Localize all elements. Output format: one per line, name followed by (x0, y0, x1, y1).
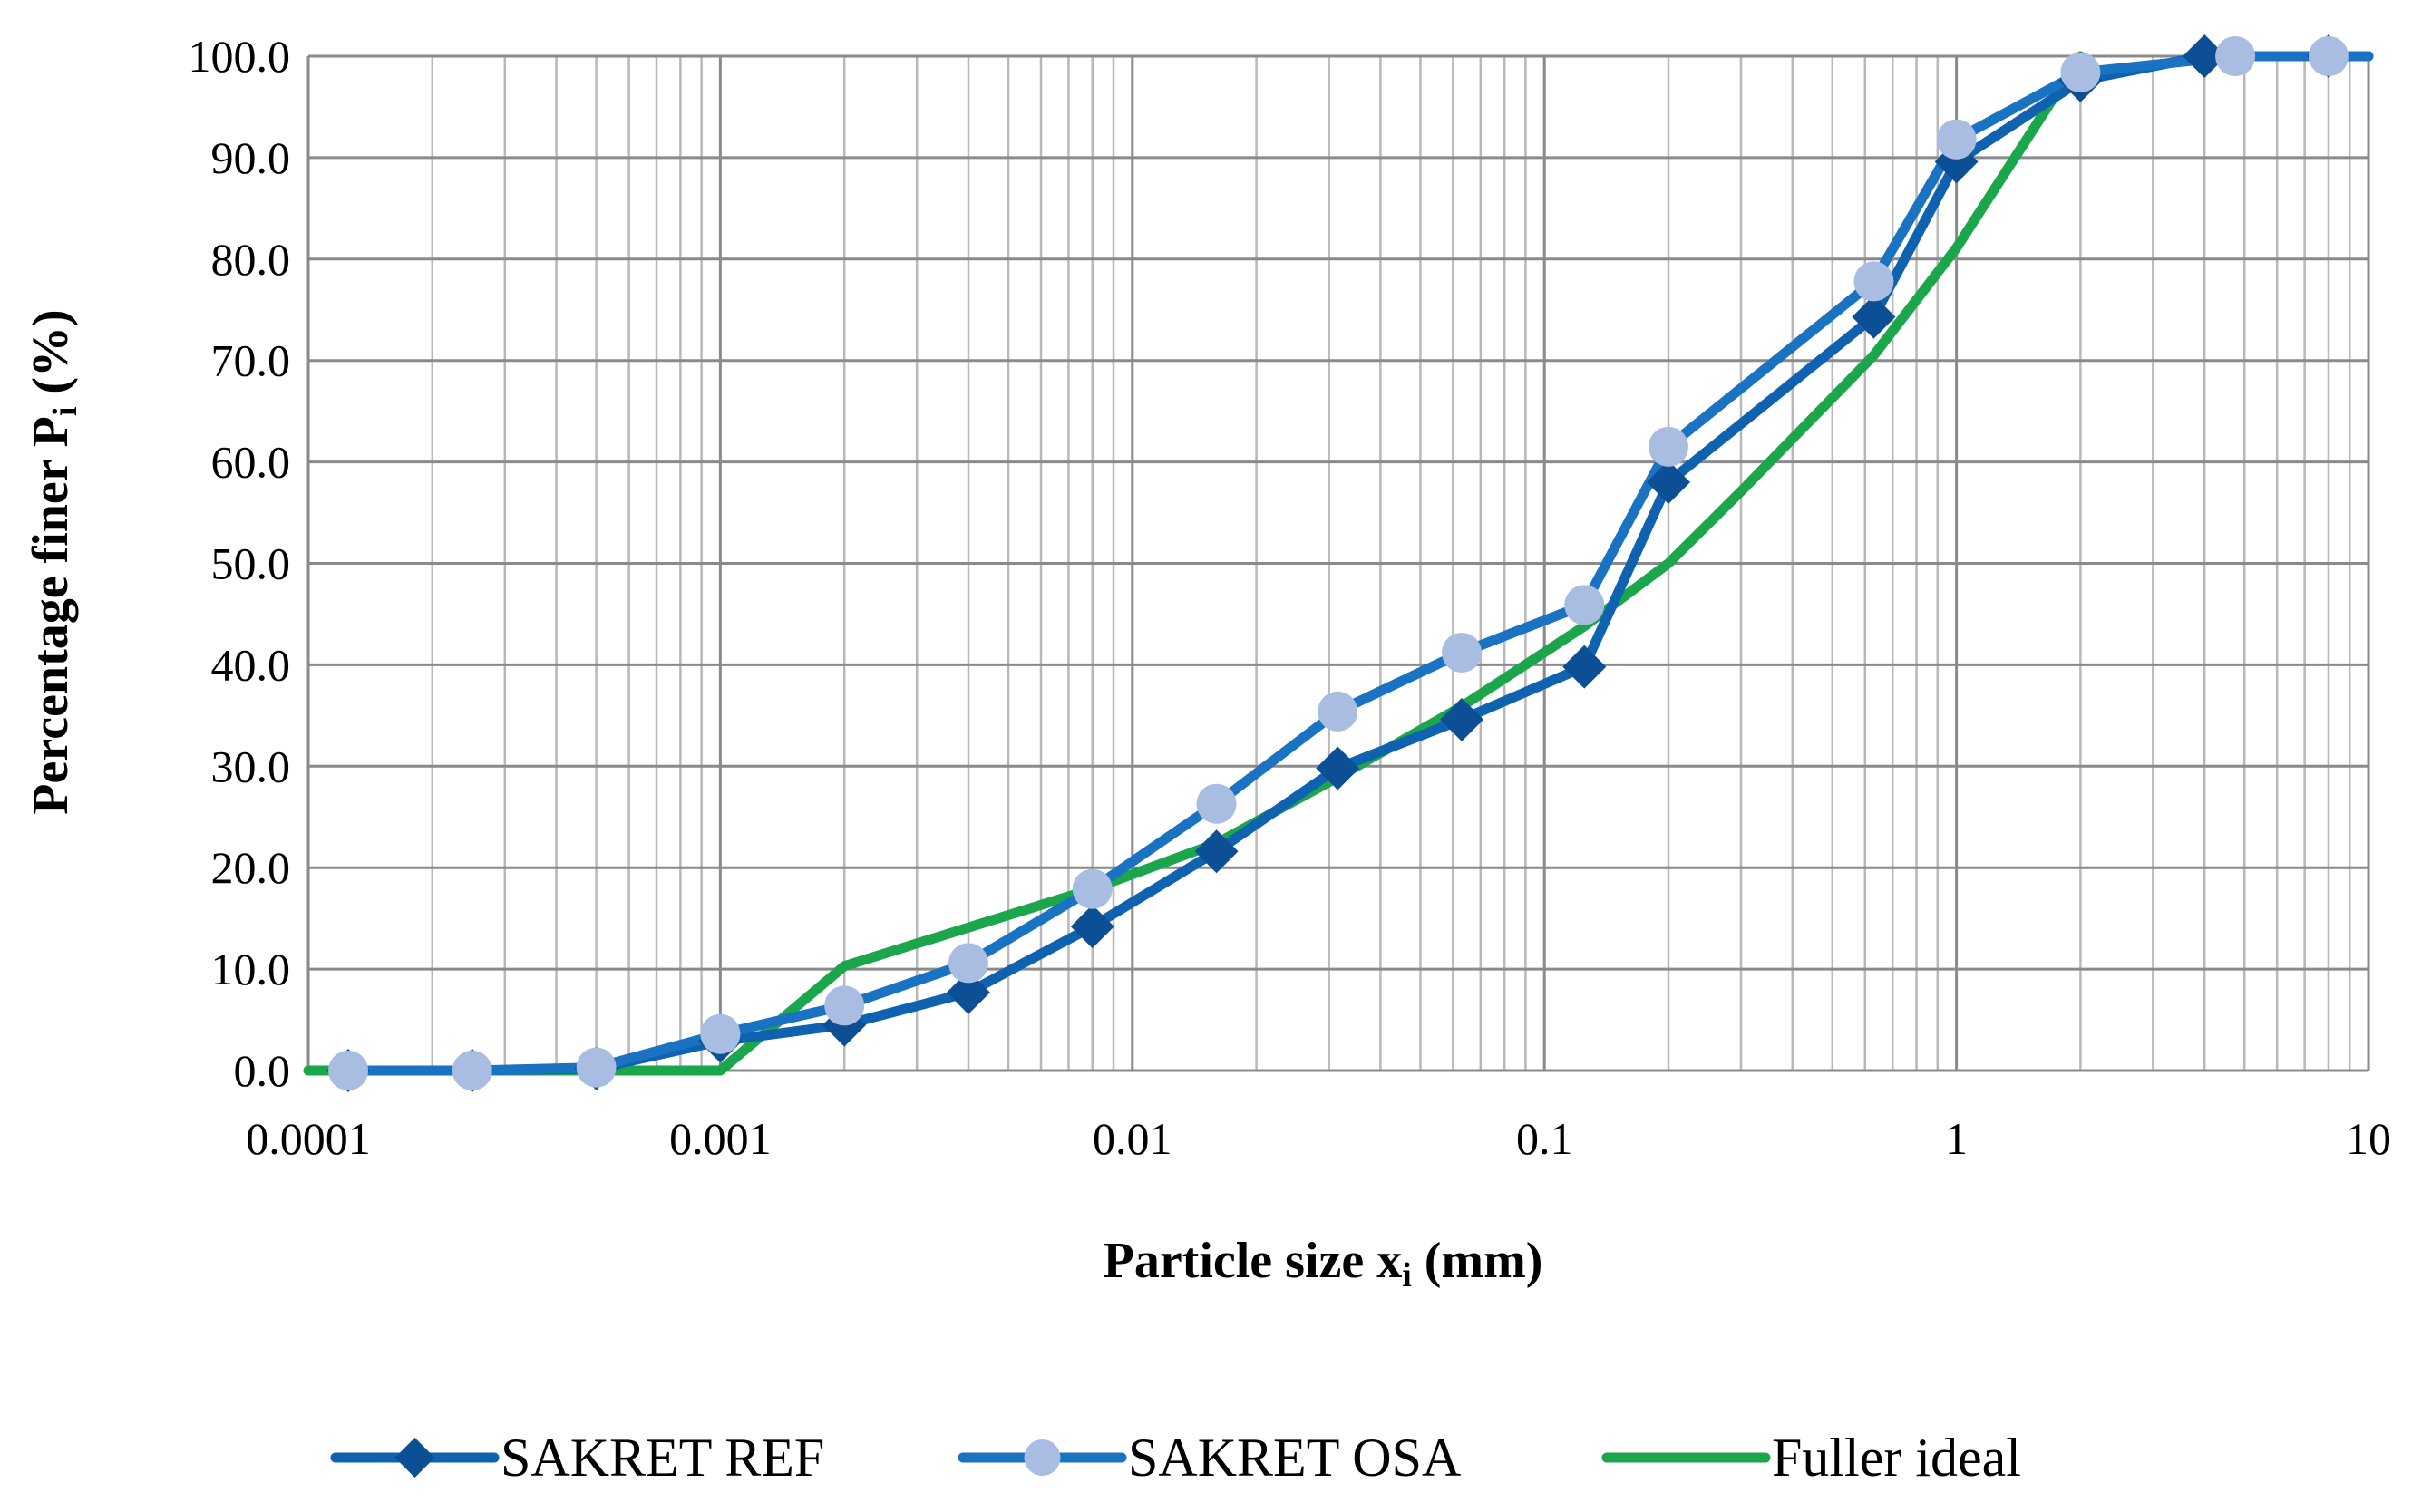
y-tick-label: 0.0 (234, 1045, 291, 1096)
legend-label-sakret-osa: SAKRET OSA (1128, 1428, 1461, 1488)
data-point-circle (1196, 783, 1237, 824)
y-tick-label: 20.0 (211, 842, 291, 893)
data-point-diamond (1070, 905, 1114, 949)
major-gridlines (306, 54, 2370, 1072)
x-tick-label: 0.0001 (246, 1113, 371, 1164)
data-point-diamond (1852, 295, 1896, 339)
y-axis-title-main: Percentage finer P (23, 416, 79, 815)
x-axis-title: Particle size xi (mm) (1104, 1233, 1543, 1294)
y-axis-title-subscript: i (46, 407, 84, 417)
x-tick-label: 0.001 (669, 1113, 772, 1164)
y-axis-tick-labels: 0.0 10.0 20.0 30.0 40.0 50.0 60.0 70.0 80.0 90.0 1… (189, 31, 291, 1096)
x-axis-title-subscript: i (1402, 1256, 1412, 1294)
data-point-circle (576, 1047, 617, 1088)
data-point-circle (824, 985, 865, 1026)
x-tick-label: 1 (1945, 1113, 1968, 1164)
data-point-circle (452, 1051, 492, 1090)
data-point-diamond (1194, 829, 1239, 874)
legend: SAKRET REF SAKRET OSA Fuller ideal (330, 1428, 2021, 1488)
y-tick-label: 90.0 (211, 132, 291, 183)
series-lines (303, 51, 2374, 1076)
x-axis-title-unit: (mm) (1412, 1233, 1543, 1289)
data-point-diamond (1316, 746, 1360, 790)
data-point-circle (1072, 868, 1113, 909)
x-axis-tick-labels: 0.0001 0.001 0.01 0.1 1 10 (246, 1113, 2391, 1164)
series-line-sakret-ref (343, 51, 2374, 1076)
data-point-circle (1936, 119, 1977, 160)
data-point-circle (1564, 585, 1605, 625)
y-tick-label: 100.0 (189, 31, 291, 82)
data-point-diamond (946, 970, 990, 1014)
legend-marker-sakret-osa (1024, 1439, 1061, 1476)
series-markers (326, 34, 2350, 1092)
x-axis-title-main: Particle size x (1104, 1233, 1403, 1289)
x-tick-label: 0.1 (1516, 1113, 1573, 1164)
data-point-diamond (1562, 645, 1607, 689)
series-line-sakret-osa (343, 51, 2374, 1076)
x-tick-label: 10 (2346, 1113, 2391, 1164)
data-point-circle (1442, 632, 1483, 673)
data-point-circle (1853, 261, 1894, 302)
y-tick-label: 70.0 (211, 335, 291, 386)
x-tick-label: 0.01 (1093, 1113, 1172, 1164)
y-axis-title: Percentage finer Pi (%) (23, 309, 84, 814)
data-point-circle (948, 943, 988, 984)
data-point-diamond (2183, 34, 2227, 78)
data-point-circle (2060, 52, 2101, 92)
data-point-diamond (1440, 697, 1484, 741)
y-axis-title-unit: (%) (23, 309, 79, 406)
data-point-circle (2215, 36, 2256, 76)
y-tick-label: 10.0 (211, 944, 291, 994)
y-tick-label: 80.0 (211, 234, 291, 285)
legend-marker-sakret-ref (394, 1438, 435, 1478)
data-point-diamond (1646, 460, 1690, 504)
legend-label-sakret-ref: SAKRET REF (501, 1428, 824, 1488)
data-point-circle (328, 1051, 369, 1090)
y-tick-label: 50.0 (211, 538, 291, 589)
data-point-circle (700, 1013, 741, 1054)
data-point-circle (1648, 426, 1688, 467)
y-tick-label: 30.0 (211, 741, 291, 791)
data-point-circle (2308, 36, 2349, 76)
y-tick-label: 60.0 (211, 437, 291, 488)
y-tick-label: 40.0 (211, 639, 291, 690)
data-point-circle (1318, 691, 1358, 732)
legend-label-fuller-ideal: Fuller ideal (1772, 1428, 2021, 1488)
